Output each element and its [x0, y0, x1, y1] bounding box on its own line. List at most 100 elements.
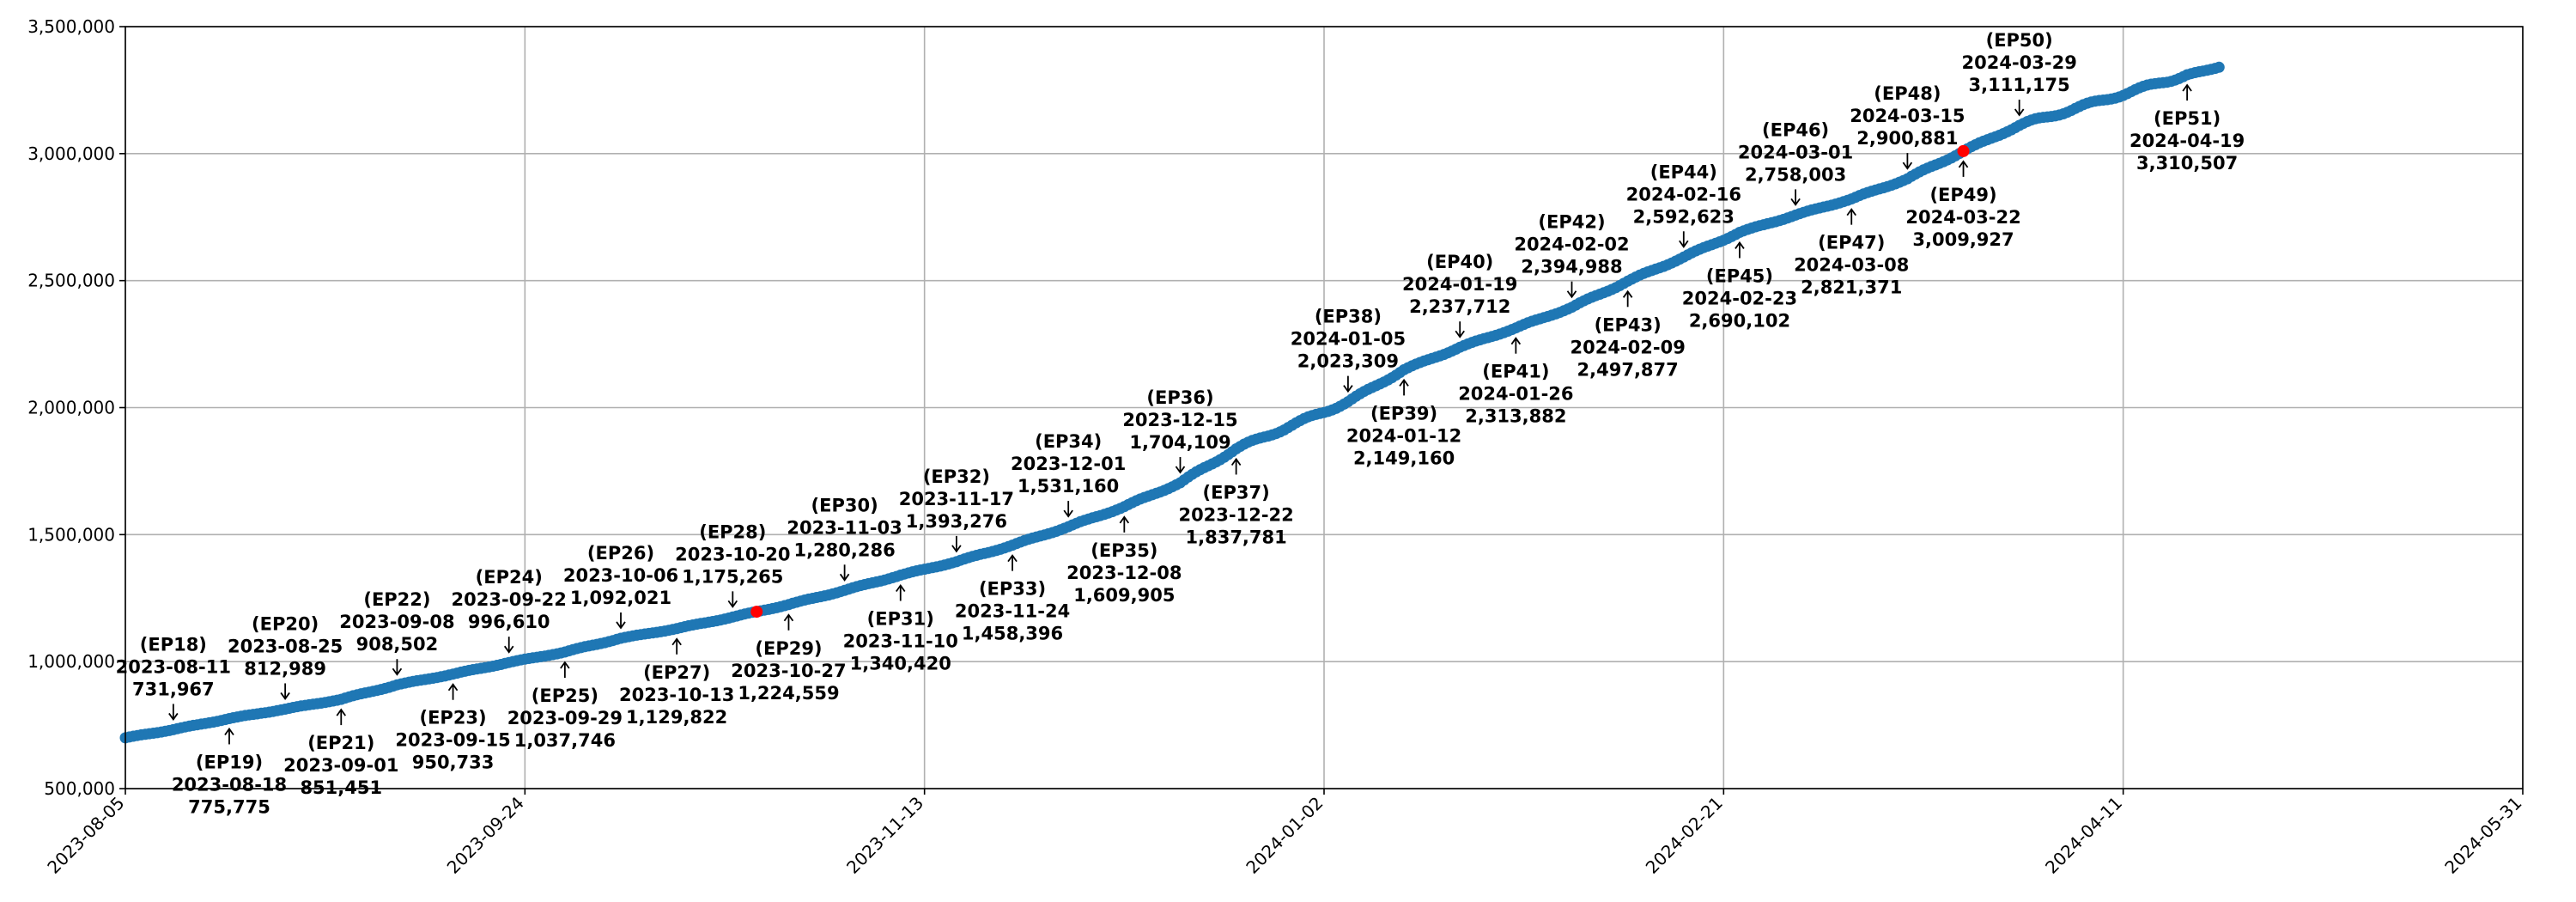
annotation-date: 2023-08-25 — [228, 636, 343, 656]
annotation-ep: (EP34) — [1035, 431, 1102, 452]
annotation-ep: (EP18) — [140, 634, 207, 655]
annotation-arrowhead — [2182, 83, 2192, 92]
annotation: (EP33)2023-11-241,458,396 — [955, 554, 1070, 644]
annotation-arrowhead — [1958, 160, 1969, 168]
annotation-date: 2024-03-15 — [1850, 106, 1965, 126]
annotation-value: 2,023,309 — [1297, 351, 1399, 372]
annotation: (EP36)2023-12-151,704,109 — [1122, 387, 1238, 474]
annotation-date: 2024-02-16 — [1626, 184, 1741, 204]
annotation-value: 2,592,623 — [1633, 206, 1735, 227]
annotation-value: 1,037,746 — [514, 730, 616, 751]
annotation: (EP38)2024-01-052,023,309 — [1291, 307, 1406, 393]
highlight-point — [750, 606, 763, 619]
annotation-date: 2023-09-22 — [452, 589, 567, 610]
annotation: (EP35)2023-12-081,609,905 — [1066, 515, 1182, 606]
annotation-value: 2,900,881 — [1856, 128, 1958, 149]
annotation-arrowhead — [503, 645, 514, 654]
annotation-arrowhead — [2014, 108, 2025, 117]
annotation-arrowhead — [280, 692, 290, 701]
annotation-date: 2023-11-24 — [955, 601, 1070, 622]
annotation-ep: (EP25) — [532, 686, 598, 706]
annotation-ep: (EP21) — [307, 733, 374, 753]
annotation-ep: (EP39) — [1370, 403, 1437, 424]
annotation-value: 2,394,988 — [1521, 257, 1622, 277]
annotation-value: 2,758,003 — [1745, 164, 1846, 185]
annotation-arrowhead — [671, 637, 682, 646]
data-point — [2213, 61, 2225, 73]
annotation-date: 2023-12-15 — [1122, 410, 1237, 430]
annotation-date: 2024-02-23 — [1682, 288, 1797, 308]
annotation: (EP40)2024-01-192,237,712 — [1402, 252, 1517, 338]
annotation: (EP37)2023-12-221,837,781 — [1178, 457, 1294, 547]
annotation: (EP48)2024-03-152,900,881 — [1850, 83, 1965, 170]
annotation-value: 3,310,507 — [2136, 153, 2238, 174]
annotation-arrowhead — [1510, 337, 1522, 345]
annotation-ep: (EP22) — [363, 589, 430, 610]
annotation-arrowhead — [1566, 290, 1577, 299]
annotation-value: 775,775 — [188, 796, 270, 817]
annotation-ep: (EP41) — [1482, 362, 1549, 382]
annotation-date: 2024-03-01 — [1738, 142, 1853, 162]
annotation-arrowhead — [1735, 241, 1745, 249]
annotation-value: 2,690,102 — [1689, 310, 1790, 331]
annotation-ep: (EP19) — [196, 752, 263, 772]
annotation-ep: (EP44) — [1650, 162, 1717, 182]
annotation-arrowhead — [1007, 554, 1018, 563]
annotation: (EP50)2024-03-293,111,175 — [1962, 30, 2077, 117]
annotation-value: 2,821,371 — [1801, 277, 1902, 298]
data-series — [119, 61, 2225, 744]
annotation-date: 2023-09-01 — [283, 755, 398, 776]
annotation-date: 2023-12-22 — [1178, 504, 1293, 525]
y-tick-label: 500,000 — [44, 778, 115, 799]
annotation-date: 2024-03-22 — [1905, 207, 2020, 228]
annotation-value: 1,458,396 — [962, 624, 1063, 644]
annotation-value: 1,092,021 — [570, 588, 671, 608]
annotation: (EP28)2023-10-201,175,265 — [675, 521, 790, 608]
annotation-ep: (EP40) — [1426, 252, 1493, 272]
annotation: (EP30)2023-11-031,280,286 — [787, 495, 902, 582]
annotation-arrowhead — [616, 621, 626, 630]
annotation-ep: (EP24) — [476, 567, 543, 588]
annotation: (EP42)2024-02-022,394,988 — [1514, 212, 1630, 299]
annotation: (EP43)2024-02-092,497,877 — [1570, 289, 1686, 380]
annotation-ep: (EP45) — [1706, 265, 1773, 286]
annotation-ep: (EP20) — [252, 613, 319, 634]
annotation-date: 2023-09-15 — [395, 730, 510, 751]
annotation-value: 996,610 — [468, 612, 550, 632]
annotation-value: 2,149,160 — [1353, 448, 1455, 468]
annotation-value: 1,175,265 — [682, 566, 783, 587]
annotation-value: 1,340,420 — [850, 654, 951, 674]
annotation: (EP46)2024-03-012,758,003 — [1738, 119, 1853, 206]
annotation-value: 2,313,882 — [1465, 406, 1566, 427]
annotation-ep: (EP29) — [755, 638, 822, 659]
annotation-date: 2023-10-13 — [619, 685, 734, 705]
annotation-date: 2023-12-01 — [1011, 454, 1126, 474]
annotation-value: 908,502 — [356, 634, 439, 655]
annotation-date: 2024-01-12 — [1346, 425, 1461, 446]
annotation-value: 1,704,109 — [1129, 432, 1230, 453]
annotation: (EP47)2024-03-082,821,371 — [1794, 208, 1909, 298]
annotation: (EP51)2024-04-193,310,507 — [2129, 83, 2245, 174]
annotation-date: 2023-11-03 — [787, 517, 902, 538]
annotation-ep: (EP31) — [867, 609, 934, 630]
annotation-ep: (EP23) — [419, 708, 486, 728]
annotation-arrowhead — [1622, 289, 1633, 298]
annotation-arrowhead — [1230, 457, 1242, 466]
annotation-ep: (EP33) — [979, 579, 1046, 600]
annotation-value: 1,609,905 — [1073, 585, 1175, 606]
annotation-value: 3,009,927 — [1912, 229, 2014, 250]
annotation-arrowhead — [1175, 466, 1186, 474]
annotation-arrowhead — [1679, 240, 1689, 248]
y-tick-label: 1,500,000 — [27, 524, 115, 545]
annotation-value: 851,451 — [300, 777, 382, 798]
annotation-ep: (EP43) — [1595, 314, 1662, 335]
annotation-ep: (EP35) — [1091, 540, 1157, 561]
annotation-date: 2024-01-26 — [1458, 384, 1573, 405]
